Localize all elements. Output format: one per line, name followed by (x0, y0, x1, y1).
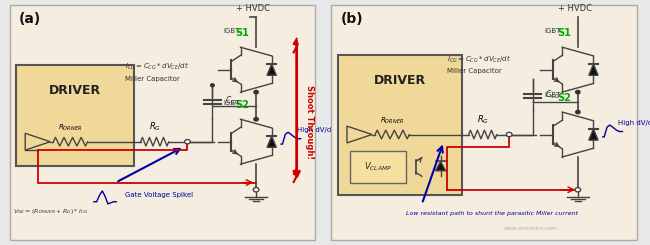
FancyBboxPatch shape (332, 5, 637, 240)
Circle shape (211, 84, 214, 87)
Text: High dV/dt: High dV/dt (618, 120, 650, 125)
Text: (a): (a) (19, 12, 41, 26)
Text: IGBT: IGBT (545, 93, 561, 98)
Text: (b): (b) (341, 12, 363, 26)
Text: $C_{CG}$: $C_{CG}$ (545, 89, 560, 101)
Polygon shape (267, 64, 276, 75)
Text: DRIVER: DRIVER (374, 74, 426, 87)
Circle shape (575, 188, 580, 192)
Circle shape (576, 110, 580, 114)
Polygon shape (436, 161, 446, 171)
Text: $C_{CG}$: $C_{CG}$ (225, 95, 240, 107)
Text: www.ontronics.com: www.ontronics.com (504, 226, 558, 231)
Text: $V_{CLAMP}$: $V_{CLAMP}$ (365, 161, 392, 173)
Text: Shoot Through!: Shoot Through! (305, 85, 314, 160)
Polygon shape (589, 129, 598, 140)
Text: Gate Voltage Spikel: Gate Voltage Spikel (125, 192, 193, 198)
Circle shape (254, 90, 258, 94)
Text: Miller Capacitor: Miller Capacitor (125, 76, 180, 82)
Circle shape (254, 188, 259, 192)
Text: S2: S2 (557, 93, 571, 103)
Text: $R_G$: $R_G$ (149, 121, 161, 133)
Text: $R_{DRIVER}$: $R_{DRIVER}$ (380, 116, 405, 126)
Text: $V_{GE}=(R_{DRIVER}+R_G)*I_{CG}$: $V_{GE}=(R_{DRIVER}+R_G)*I_{CG}$ (13, 207, 88, 216)
Circle shape (185, 140, 190, 144)
Text: S1: S1 (235, 28, 249, 38)
Text: IGBT: IGBT (223, 100, 239, 106)
Text: High dV/dt: High dV/dt (296, 127, 333, 133)
Circle shape (506, 132, 512, 137)
Circle shape (576, 90, 580, 94)
FancyBboxPatch shape (337, 55, 462, 195)
FancyBboxPatch shape (350, 151, 406, 183)
FancyBboxPatch shape (16, 65, 135, 166)
Text: Miller Capacitor: Miller Capacitor (447, 69, 502, 74)
Polygon shape (589, 64, 598, 75)
Text: + HVDC: + HVDC (236, 4, 270, 13)
Circle shape (254, 118, 258, 121)
Text: $R_G$: $R_G$ (476, 114, 489, 126)
Text: $I_{CG}=C_{CG}*dV_{CE}/dt$: $I_{CG}=C_{CG}*dV_{CE}/dt$ (125, 61, 189, 72)
Text: Low resistant path to shunt the parasitic Miller current: Low resistant path to shunt the parasiti… (406, 211, 578, 216)
Text: $R_{DRIVER}$: $R_{DRIVER}$ (58, 123, 83, 133)
FancyBboxPatch shape (10, 5, 315, 240)
Text: $I_{CG}=C_{CG}*dV_{CE}/dt$: $I_{CG}=C_{CG}*dV_{CE}/dt$ (447, 54, 511, 65)
Text: IGBT: IGBT (223, 28, 239, 34)
Text: S1: S1 (557, 28, 571, 38)
Text: S2: S2 (235, 100, 249, 110)
Text: + HVDC: + HVDC (558, 4, 592, 13)
Text: IGBT: IGBT (545, 28, 561, 34)
Polygon shape (267, 136, 276, 147)
Text: DRIVER: DRIVER (49, 84, 101, 97)
